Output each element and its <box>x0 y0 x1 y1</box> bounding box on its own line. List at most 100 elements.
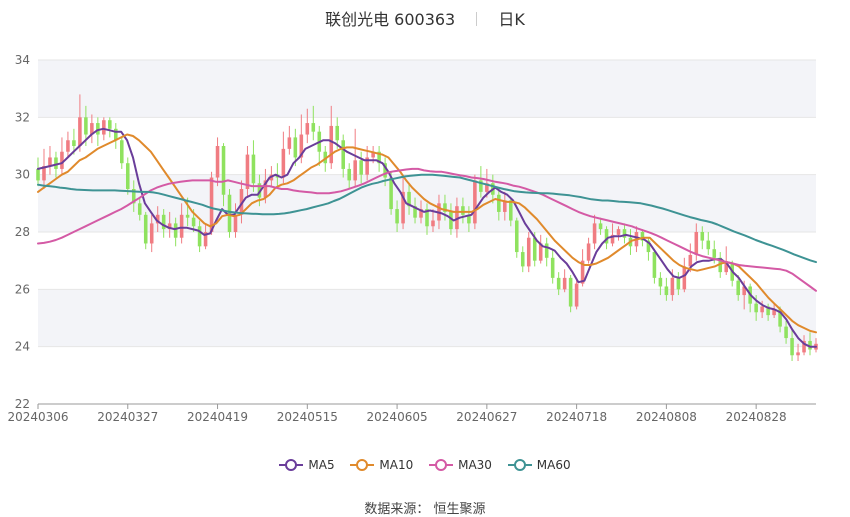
x-tick-label: 20240327 <box>97 410 158 424</box>
candle <box>96 117 100 146</box>
candle <box>36 157 40 187</box>
candle-body <box>245 154 250 189</box>
candle-body <box>503 200 507 212</box>
candle <box>592 214 597 250</box>
candle-body <box>305 123 310 135</box>
candle <box>473 174 477 230</box>
candle <box>514 217 519 258</box>
period-label[interactable]: 日K <box>498 10 525 29</box>
candle <box>443 194 447 221</box>
candle <box>550 249 555 284</box>
candle-body <box>622 229 627 238</box>
candle <box>114 123 118 149</box>
legend-item-ma60[interactable]: MA60 <box>507 458 571 472</box>
candle-body <box>616 229 621 235</box>
candle <box>287 125 292 155</box>
candle <box>347 163 351 189</box>
candle <box>281 131 286 184</box>
candle-body <box>365 157 369 175</box>
candle-body <box>311 123 316 132</box>
candle-body <box>90 123 94 135</box>
candle <box>479 166 483 198</box>
candle-body <box>706 240 711 250</box>
candle-body <box>538 243 543 261</box>
candle-body <box>84 117 88 135</box>
candle-body <box>712 249 717 258</box>
candle-body <box>108 120 112 129</box>
candle-body <box>443 203 447 212</box>
candle-body <box>287 137 292 149</box>
y-tick-label: 34 <box>15 53 30 67</box>
candle <box>520 246 525 273</box>
candle-body <box>562 277 567 290</box>
candle-body <box>598 223 603 230</box>
candle <box>706 232 711 255</box>
candle-body <box>497 194 501 212</box>
candle-body <box>114 128 118 141</box>
candle-body <box>203 232 208 247</box>
candle-body <box>209 177 214 232</box>
candle <box>108 117 112 138</box>
candle <box>90 114 94 144</box>
candle-body <box>724 263 729 273</box>
candle-body <box>125 163 130 189</box>
candle-body <box>742 286 746 296</box>
candle-body <box>796 352 800 356</box>
candle-body <box>54 157 58 169</box>
legend: MA5 MA10 MA30 MA60 <box>0 458 850 472</box>
y-tick-label: 28 <box>15 225 30 239</box>
candle <box>317 125 322 167</box>
chart-title: 联创光电 600363 <box>325 10 456 29</box>
candle-body <box>173 223 178 238</box>
legend-marker-icon <box>279 459 304 471</box>
candle <box>125 157 130 195</box>
candle-body <box>694 232 699 255</box>
candle-body <box>347 168 351 181</box>
candle-body <box>580 260 585 284</box>
candle <box>377 146 381 172</box>
legend-item-ma10[interactable]: MA10 <box>350 458 413 472</box>
legend-item-ma5[interactable]: MA5 <box>279 458 335 472</box>
candle-body <box>377 151 381 164</box>
candle <box>802 335 806 356</box>
candle <box>66 131 70 158</box>
candle <box>143 211 148 250</box>
candle <box>467 206 471 232</box>
y-tick-label: 26 <box>15 282 30 296</box>
candle-body <box>221 146 226 195</box>
candle <box>610 223 615 247</box>
candle <box>60 137 64 175</box>
candle-body <box>185 214 190 218</box>
candle-body <box>808 340 812 350</box>
candle-body <box>485 183 489 192</box>
candle <box>568 275 573 313</box>
x-axis: 20240306 20240327 20240419 20240515 20240605… <box>7 403 816 424</box>
x-tick-label: 20240306 <box>7 410 68 424</box>
data-source: 数据来源： 恒生聚源 <box>364 502 486 517</box>
legend-item-ma30[interactable]: MA30 <box>429 458 492 472</box>
candle-body <box>419 209 423 218</box>
candle <box>622 223 627 244</box>
legend-marker-icon <box>507 459 532 471</box>
ma-lines <box>37 127 817 348</box>
candle <box>179 203 184 244</box>
candle-body <box>197 226 202 247</box>
candle-body <box>96 123 100 135</box>
candle <box>197 220 202 253</box>
candle-body <box>131 189 136 204</box>
x-tick-label: 20240419 <box>187 410 248 424</box>
y-tick-label: 32 <box>15 110 30 124</box>
candle-body <box>413 206 417 218</box>
candle-body <box>688 254 693 267</box>
candle-body <box>257 183 262 198</box>
x-tick-label: 20240828 <box>726 410 787 424</box>
candle-body <box>556 277 561 290</box>
candle <box>562 269 567 293</box>
candle <box>616 226 621 241</box>
x-tick-label: 20240515 <box>277 410 338 424</box>
candle-body <box>670 277 675 296</box>
candle-body <box>179 214 184 238</box>
candle-body <box>120 140 124 164</box>
candle-body <box>514 220 519 253</box>
